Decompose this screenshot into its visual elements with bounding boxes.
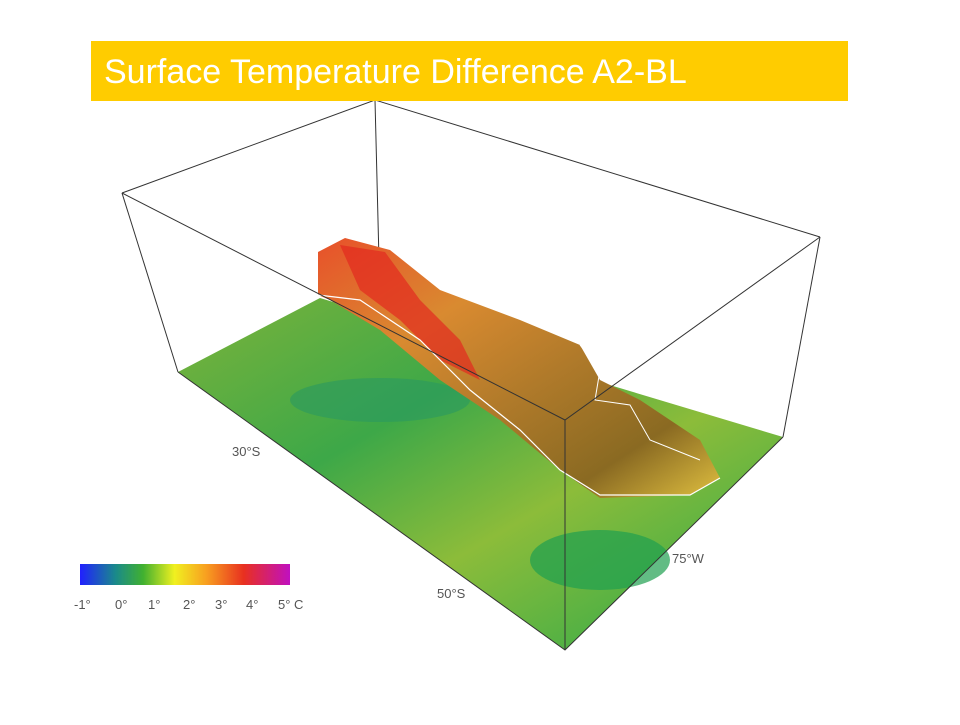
coastline [317,294,721,496]
terrain-ridge [340,245,480,380]
title-banner [91,41,848,101]
colorbar-label: 2° [183,597,195,612]
bounding-box [121,192,821,651]
colorbar-label: 5° C [278,597,303,612]
colorbar-label: 0° [115,597,127,612]
surface-patch [290,378,470,422]
latitude-label: 50°S [437,586,466,601]
colorbar-label: 1° [148,597,160,612]
latitude-label: 30°S [232,444,261,459]
colorbar-label: 3° [215,597,227,612]
colorbar-label: 4° [246,597,258,612]
coastline [579,344,701,461]
longitude-label: 75°W [672,551,705,566]
colorbar [80,564,290,585]
colorbar-label: -1° [74,597,91,612]
title: Surface Temperature Difference A2-BL [104,53,687,91]
surface-patch [530,530,670,590]
